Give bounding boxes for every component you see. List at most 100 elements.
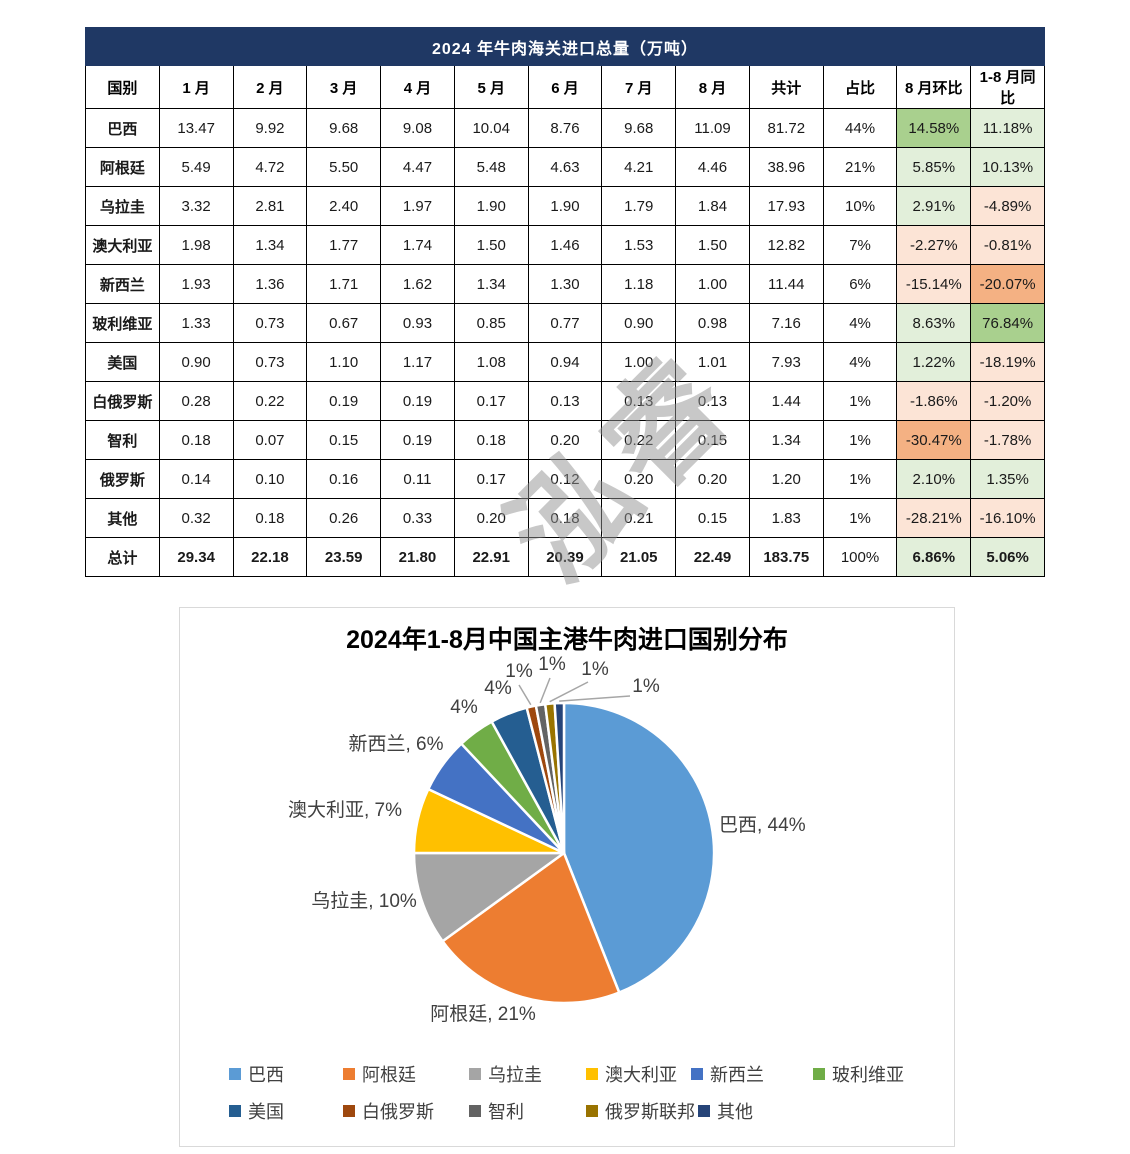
- month-value-cell: 1.84: [675, 186, 750, 226]
- month-value-cell: 0.18: [453, 420, 529, 460]
- mom-cell: 1.22%: [896, 342, 972, 382]
- pie-label-美国: 4%: [484, 678, 512, 699]
- month-value-cell: 5.48: [453, 147, 529, 187]
- legend-label: 玻利维亚: [832, 1065, 904, 1085]
- table-row: 智利 0.18 0.07 0.15 0.19 0.18 0.20 0.22 0.15 1.34 1%…: [85, 420, 1045, 460]
- yoy-cell: 11.18%: [970, 108, 1045, 148]
- table-row: 澳大利亚 1.98 1.34 1.77 1.74 1.50 1.46 1.53 1.50 12.8…: [85, 225, 1045, 265]
- month-value-cell: 1.79: [601, 186, 677, 226]
- country-cell: 白俄罗斯: [85, 381, 160, 421]
- country-cell: 其他: [85, 498, 160, 538]
- column-header: 5 月: [453, 65, 529, 109]
- yoy-cell: -1.20%: [970, 381, 1045, 421]
- pie-slice-2: [441, 851, 621, 1005]
- month-value-cell: 1.34: [453, 264, 529, 304]
- month-value-cell: 0.32: [158, 498, 234, 538]
- month-value-cell: 0.21: [601, 498, 677, 538]
- month-value-cell: 10.04: [453, 108, 529, 148]
- share-cell: 1%: [822, 420, 898, 460]
- month-value-cell: 1.77: [306, 225, 382, 265]
- mom-cell: 14.58%: [896, 108, 972, 148]
- legend-swatch: [229, 1068, 241, 1080]
- pie-chart-panel: 2024年1-8月中国主港牛肉进口国别分布 巴西, 44% 阿根廷, 21% 乌拉圭…: [179, 607, 955, 1147]
- label-leader-line: [559, 695, 631, 702]
- month-value-cell: 4.46: [675, 147, 750, 187]
- legend-item-乌拉圭: 乌拉圭: [469, 1061, 542, 1087]
- mom-cell: -15.14%: [896, 264, 972, 304]
- pie-label-乌拉圭: 乌拉圭, 10%: [311, 891, 417, 912]
- month-value-cell: 1.90: [453, 186, 529, 226]
- month-value-cell: 1.71: [306, 264, 382, 304]
- month-value-cell: 0.20: [601, 459, 677, 499]
- month-value-cell: 8.76: [527, 108, 603, 148]
- label-leader-line: [518, 684, 532, 706]
- month-value-cell: 1.18: [601, 264, 677, 304]
- month-value-cell: 0.10: [232, 459, 308, 499]
- month-value-cell: 1.00: [601, 342, 677, 382]
- month-value-cell: 0.20: [527, 420, 603, 460]
- legend-swatch: [343, 1068, 355, 1080]
- legend-label: 阿根廷: [362, 1065, 416, 1085]
- month-value-cell: 23.59: [306, 537, 382, 577]
- table-row: 乌拉圭 3.32 2.81 2.40 1.97 1.90 1.90 1.79 1.84 17.93…: [85, 186, 1045, 226]
- country-cell: 澳大利亚: [85, 225, 160, 265]
- total-cell: 1.34: [748, 420, 824, 460]
- legend-label: 乌拉圭: [488, 1065, 542, 1085]
- yoy-cell: -0.81%: [970, 225, 1045, 265]
- legend-swatch: [691, 1068, 703, 1080]
- column-header: 8 月: [675, 65, 750, 109]
- legend-label: 新西兰: [710, 1065, 764, 1085]
- month-value-cell: 0.22: [232, 381, 308, 421]
- total-cell: 183.75: [748, 537, 824, 577]
- yoy-cell: 10.13%: [970, 147, 1045, 187]
- yoy-cell: -20.07%: [970, 264, 1045, 304]
- pie-label-玻利维亚: 4%: [450, 697, 478, 718]
- month-value-cell: 9.68: [306, 108, 382, 148]
- month-value-cell: 1.34: [232, 225, 308, 265]
- legend-item-其他: 其他: [698, 1098, 753, 1124]
- month-value-cell: 22.91: [453, 537, 529, 577]
- month-value-cell: 21.80: [380, 537, 455, 577]
- pie-slice-1: [562, 701, 716, 994]
- month-value-cell: 0.33: [380, 498, 455, 538]
- yoy-cell: 1.35%: [970, 459, 1045, 499]
- table-body: 巴西 13.47 9.92 9.68 9.08 10.04 8.76 9.68 11.09 81.…: [85, 108, 1045, 577]
- legend-label: 智利: [488, 1102, 524, 1122]
- mom-cell: 2.10%: [896, 459, 972, 499]
- month-value-cell: 1.90: [527, 186, 603, 226]
- legend-item-澳大利亚: 澳大利亚: [586, 1061, 677, 1087]
- month-value-cell: 0.17: [453, 381, 529, 421]
- month-value-cell: 0.90: [601, 303, 677, 343]
- share-cell: 4%: [822, 342, 898, 382]
- column-header: 国别: [85, 65, 160, 109]
- share-cell: 10%: [822, 186, 898, 226]
- pie-label-智利: 1%: [538, 654, 566, 675]
- month-value-cell: 0.15: [306, 420, 382, 460]
- country-cell: 阿根廷: [85, 147, 160, 187]
- total-cell: 11.44: [748, 264, 824, 304]
- legend-swatch: [586, 1068, 598, 1080]
- country-cell: 美国: [85, 342, 160, 382]
- month-value-cell: 0.14: [158, 459, 234, 499]
- month-value-cell: 0.13: [601, 381, 677, 421]
- table-row: 其他 0.32 0.18 0.26 0.33 0.20 0.18 0.21 0.15 1.83 1%…: [85, 498, 1045, 538]
- legend-item-美国: 美国: [229, 1098, 284, 1124]
- total-cell: 1.20: [748, 459, 824, 499]
- legend-swatch: [586, 1105, 598, 1117]
- yoy-cell: -16.10%: [970, 498, 1045, 538]
- legend-swatch: [698, 1105, 710, 1117]
- month-value-cell: 0.18: [158, 420, 234, 460]
- total-cell: 1.44: [748, 381, 824, 421]
- month-value-cell: 0.22: [601, 420, 677, 460]
- table-row: 总计 29.34 22.18 23.59 21.80 22.91 20.39 21.05 22.…: [85, 537, 1045, 577]
- column-header: 1 月: [158, 65, 234, 109]
- total-cell: 81.72: [748, 108, 824, 148]
- month-value-cell: 0.18: [527, 498, 603, 538]
- share-cell: 100%: [822, 537, 898, 577]
- column-header: 1-8 月同比: [970, 65, 1045, 109]
- column-header: 4 月: [380, 65, 455, 109]
- mom-cell: -1.86%: [896, 381, 972, 421]
- legend-label: 巴西: [248, 1065, 284, 1085]
- month-value-cell: 22.18: [232, 537, 308, 577]
- yoy-cell: -4.89%: [970, 186, 1045, 226]
